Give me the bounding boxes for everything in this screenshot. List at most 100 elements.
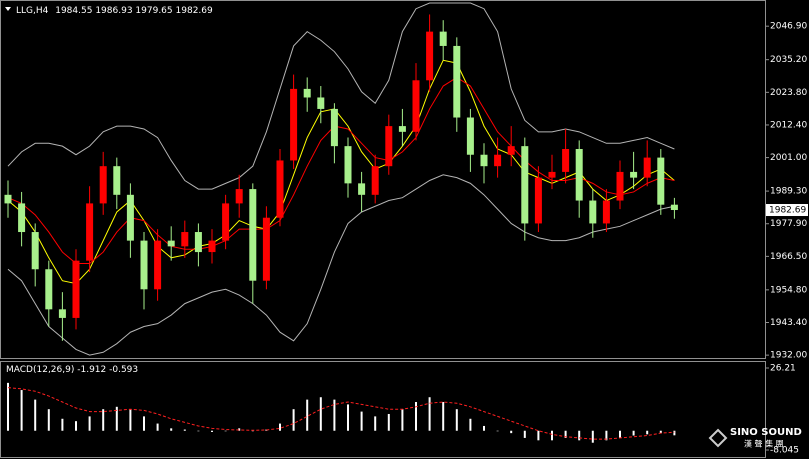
- signal-line: [7, 387, 675, 440]
- candle-body: [507, 146, 515, 155]
- y-tick-label: 1954.80: [770, 285, 807, 295]
- macd-bar: [143, 416, 145, 431]
- macd-bar: [47, 409, 50, 431]
- candle-body: [670, 204, 678, 211]
- macd-bar: [156, 423, 159, 431]
- symbol: LLG,H4: [16, 6, 49, 16]
- candle-body: [181, 232, 189, 247]
- high-value: 1986.93: [95, 6, 132, 16]
- candle-body: [643, 157, 651, 178]
- y-tick-label: 1966.50: [770, 252, 807, 262]
- macd-bar: [347, 404, 349, 431]
- candle-body: [480, 154, 488, 167]
- macd-bar: [251, 430, 254, 432]
- candle-body: [439, 31, 447, 46]
- macd-bar: [415, 402, 417, 431]
- candle-body: [466, 117, 474, 155]
- candle-body: [589, 200, 597, 224]
- chart-title: LLG,H4 1984.55 1986.93 1979.65 1982.69: [16, 6, 213, 16]
- macd-bar: [523, 430, 526, 438]
- macd-bar: [75, 421, 77, 431]
- candle-body: [86, 203, 94, 261]
- candle-body: [630, 171, 638, 178]
- macd-bar: [469, 418, 472, 431]
- y-tick-label: 1943.40: [770, 318, 807, 328]
- y-tick-label: 2035.20: [770, 55, 807, 65]
- macd-bar: [88, 416, 91, 431]
- last-price-box: [766, 204, 808, 217]
- macd-bar: [211, 430, 213, 432]
- candle-body: [344, 146, 352, 184]
- macd-bar: [496, 430, 499, 432]
- candle-body: [371, 166, 379, 195]
- macd-bar: [591, 430, 594, 443]
- candle-body: [385, 126, 393, 167]
- candle-body: [58, 309, 66, 318]
- close-value: 1982.69: [176, 6, 213, 16]
- candle-body: [317, 97, 325, 109]
- macd-bar: [20, 390, 23, 431]
- candle-body: [45, 269, 53, 310]
- macd-bar: [197, 430, 200, 432]
- macd-bar: [224, 430, 227, 432]
- macd-bar: [619, 430, 621, 438]
- macd-panel: [0, 361, 766, 458]
- macd-bar: [673, 430, 676, 436]
- macd-bar: [360, 411, 363, 431]
- y-tick-label: 2012.40: [770, 120, 807, 130]
- macd-bar: [319, 397, 322, 431]
- macd-bar: [129, 409, 132, 431]
- macd-bar: [102, 409, 105, 431]
- candle-body: [412, 80, 420, 132]
- indicator-line: [7, 2, 675, 190]
- candle-body: [167, 240, 175, 247]
- macd-bar: [183, 429, 186, 431]
- candle-body: [72, 260, 80, 318]
- candle-body: [222, 203, 230, 241]
- macd-bar: [455, 409, 458, 431]
- candle-body: [126, 194, 134, 241]
- macd-value: -1.912: [77, 365, 106, 375]
- candle-body: [303, 88, 311, 98]
- y-tick-label: 1989.30: [770, 187, 807, 197]
- macd-bar: [646, 430, 649, 435]
- macd-bar: [387, 413, 390, 431]
- price-panel: [0, 0, 766, 359]
- last-price-label: 1982.69: [769, 206, 806, 216]
- macd-bar: [578, 430, 581, 441]
- candle-body: [426, 31, 434, 81]
- macd-bar: [401, 409, 404, 431]
- y-tick-label: 1977.90: [770, 219, 807, 229]
- macd-bar: [551, 430, 553, 441]
- macd-bar: [115, 406, 118, 431]
- candle-body: [113, 166, 121, 195]
- candle-body: [616, 171, 624, 201]
- macd-bar: [170, 428, 173, 431]
- candle-body: [657, 157, 665, 205]
- signal-value: -0.593: [109, 365, 138, 375]
- y-tick-label: 2046.90: [770, 22, 807, 32]
- macd-bar: [279, 423, 281, 431]
- candle-body: [249, 189, 257, 281]
- candle-body: [330, 108, 338, 147]
- y-tick-label: 2001.00: [770, 153, 807, 163]
- logo-name: SINO SOUND: [730, 427, 802, 438]
- candle-body: [398, 126, 406, 132]
- macd-name: MACD(12,26,9): [6, 365, 74, 375]
- candle-body: [194, 232, 202, 253]
- logo: SINO SOUND 漢 聲 集 團: [708, 427, 802, 449]
- candle-body: [358, 183, 366, 195]
- candle-body: [276, 160, 284, 218]
- macd-bar: [442, 402, 445, 431]
- candle-body: [140, 240, 148, 290]
- menu-arrow: [5, 7, 11, 11]
- macd-bar: [605, 430, 608, 441]
- candle-body: [562, 149, 570, 172]
- candle-body: [4, 194, 12, 204]
- macd-bar: [7, 382, 9, 431]
- candle-body: [208, 240, 216, 253]
- y-tick-label: 1932.00: [770, 351, 807, 361]
- y-tick-label: 2023.80: [770, 88, 807, 98]
- macd-bar: [564, 430, 567, 438]
